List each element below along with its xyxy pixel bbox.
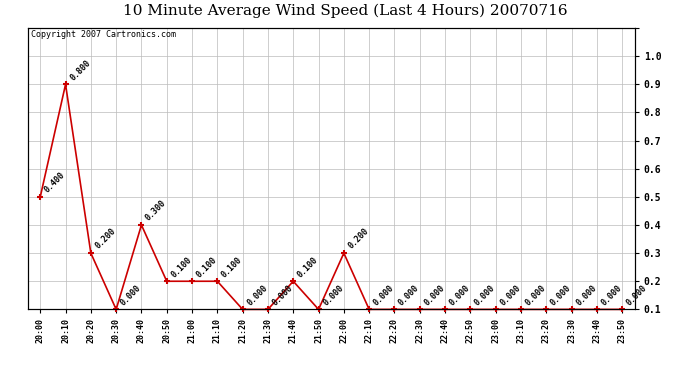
Text: 0.000: 0.000 [270,283,295,307]
Text: 0.100: 0.100 [220,255,244,279]
Text: 0.000: 0.000 [473,283,497,307]
Text: 0.400: 0.400 [43,171,67,195]
Text: 0.000: 0.000 [574,283,598,307]
Text: 10 Minute Average Wind Speed (Last 4 Hours) 20070716: 10 Minute Average Wind Speed (Last 4 Hou… [123,4,567,18]
Text: 0.000: 0.000 [448,283,472,307]
Text: Copyright 2007 Cartronics.com: Copyright 2007 Cartronics.com [30,30,176,39]
Text: 0.000: 0.000 [524,283,548,307]
Text: 0.000: 0.000 [549,283,573,307]
Text: 0.000: 0.000 [321,283,345,307]
Text: 0.000: 0.000 [600,283,624,307]
Text: 0.000: 0.000 [245,283,269,307]
Text: 0.300: 0.300 [144,199,168,223]
Text: 0.000: 0.000 [397,283,421,307]
Text: 0.000: 0.000 [119,283,143,307]
Text: 0.100: 0.100 [169,255,193,279]
Text: 0.000: 0.000 [372,283,396,307]
Text: 0.000: 0.000 [498,283,522,307]
Text: 0.100: 0.100 [195,255,219,279]
Text: 0.000: 0.000 [422,283,446,307]
Text: 0.000: 0.000 [624,283,649,307]
Text: 0.200: 0.200 [93,227,117,251]
Text: 0.800: 0.800 [68,58,92,82]
Text: 0.100: 0.100 [296,255,320,279]
Text: 0.200: 0.200 [346,227,371,251]
